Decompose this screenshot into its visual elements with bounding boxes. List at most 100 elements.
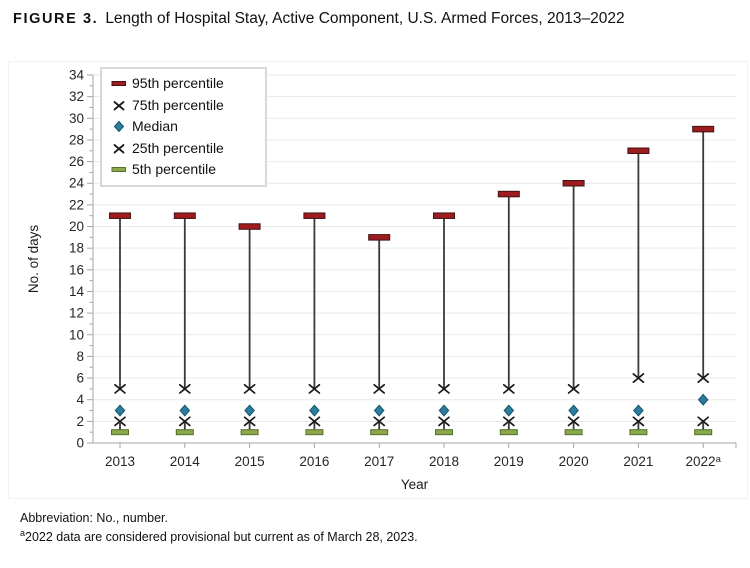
dash-marker <box>303 212 326 219</box>
x-marker-icon <box>113 100 125 110</box>
y-tick-label: 2 <box>76 414 84 429</box>
diamond-marker <box>373 404 385 417</box>
dash-marker <box>499 429 518 436</box>
x-tick-label: 2019 <box>494 454 524 469</box>
diamond-marker <box>438 404 450 417</box>
y-tick-label: 34 <box>69 68 85 83</box>
y-tick-label: 10 <box>69 327 84 342</box>
dash-marker <box>433 212 455 219</box>
legend-item-5th-percentile: 5th percentile <box>111 160 256 179</box>
dash-marker <box>370 429 389 436</box>
diamond-marker <box>114 404 126 417</box>
footnotes: Abbreviation: No., number. a2022 data ar… <box>20 510 418 547</box>
x-tick-label: 2021 <box>623 454 653 469</box>
legend-item-label: 75th percentile <box>132 96 224 113</box>
x-marker <box>178 383 191 394</box>
figure-title-text: Length of Hospital Stay, Active Componen… <box>105 10 625 27</box>
diamond-marker-icon <box>113 120 125 133</box>
y-tick-label: 32 <box>69 89 84 104</box>
figure-label: FIGURE 3. <box>13 11 99 27</box>
dash-marker-icon <box>111 167 126 172</box>
y-tick-label: 6 <box>76 371 84 386</box>
legend: 95th percentile 75th percentile Median 2… <box>100 67 267 187</box>
x-tick-label: 2022a <box>686 454 722 469</box>
diamond-marker <box>503 404 515 417</box>
diamond-marker <box>633 404 644 417</box>
dash-marker <box>435 429 453 436</box>
dash-marker <box>175 429 194 436</box>
y-tick-label: 18 <box>69 241 84 256</box>
legend-item-label: 5th percentile <box>132 161 217 177</box>
x-tick-label: 2017 <box>364 454 394 469</box>
y-tick-label: 12 <box>69 306 84 321</box>
dash-marker <box>497 190 520 198</box>
diamond-marker <box>697 393 709 406</box>
y-axis-title: No. of days <box>26 225 41 294</box>
chart-border <box>8 61 748 499</box>
x-marker <box>243 416 256 427</box>
dash-marker <box>305 429 324 436</box>
x-tick-label: 2014 <box>170 454 201 469</box>
y-tick-label: 4 <box>76 392 84 407</box>
diamond-marker <box>179 404 191 417</box>
x-marker <box>502 383 515 394</box>
dash-marker <box>240 429 259 436</box>
footnote-abbreviation: Abbreviation: No., number. <box>20 511 168 525</box>
x-tick-label: 2016 <box>299 454 329 469</box>
y-tick-label: 24 <box>69 176 85 191</box>
y-tick-label: 0 <box>76 436 84 451</box>
x-marker <box>438 416 450 427</box>
x-marker <box>373 383 386 394</box>
dash-marker-icon <box>111 81 126 86</box>
x-tick-label: 2013 <box>105 454 135 469</box>
diamond-marker <box>309 404 320 417</box>
y-tick-label: 26 <box>69 154 84 169</box>
dash-marker <box>564 429 583 436</box>
x-tick-label: 2018 <box>429 454 459 469</box>
dash-marker <box>111 429 129 436</box>
x-marker <box>632 373 645 384</box>
legend-item-label: 25th percentile <box>132 139 224 156</box>
x-marker-icon <box>113 143 125 153</box>
x-marker <box>438 383 450 394</box>
dash-marker <box>173 212 196 219</box>
x-marker <box>308 416 321 427</box>
footnote-provisional-text: 2022 data are considered provisional but… <box>25 530 418 545</box>
dash-marker <box>692 125 715 133</box>
x-marker <box>567 383 580 394</box>
x-marker <box>114 416 126 427</box>
footnote-superscript: a <box>20 528 26 539</box>
x-marker <box>567 416 580 427</box>
x-tick-label: 2020 <box>559 454 589 469</box>
y-tick-label: 28 <box>69 132 84 147</box>
dash-marker <box>368 234 391 241</box>
x-marker <box>697 373 710 384</box>
x-marker <box>308 383 321 394</box>
diamond-marker <box>568 404 579 417</box>
diamond-marker <box>244 404 255 417</box>
x-marker <box>373 416 386 427</box>
legend-item-75th-percentile: 75th percentile <box>111 96 256 115</box>
y-tick-label: 8 <box>76 349 84 364</box>
dash-marker <box>629 429 648 436</box>
dash-marker <box>694 429 713 436</box>
y-tick-label: 30 <box>69 111 84 126</box>
x-tick-label: 2015 <box>235 454 265 469</box>
legend-item-label: Median <box>132 118 178 134</box>
legend-item-25th-percentile: 25th percentile <box>111 139 256 158</box>
dash-marker <box>109 212 131 219</box>
x-marker <box>632 416 645 427</box>
legend-item-median: Median <box>111 117 256 136</box>
x-marker <box>502 416 515 427</box>
figure-title: FIGURE 3. Length of Hospital Stay, Active… <box>13 10 625 28</box>
x-axis-title: Year <box>401 477 429 492</box>
x-marker <box>178 416 191 427</box>
x-marker <box>697 416 710 427</box>
y-tick-label: 14 <box>69 284 85 299</box>
y-tick-label: 20 <box>69 219 84 234</box>
y-tick-label: 16 <box>69 262 84 277</box>
footnote-provisional: a2022 data are considered provisional bu… <box>20 527 418 546</box>
legend-item-label: 95th percentile <box>132 75 224 91</box>
y-tick-label: 22 <box>69 197 84 212</box>
x-marker <box>243 383 256 394</box>
